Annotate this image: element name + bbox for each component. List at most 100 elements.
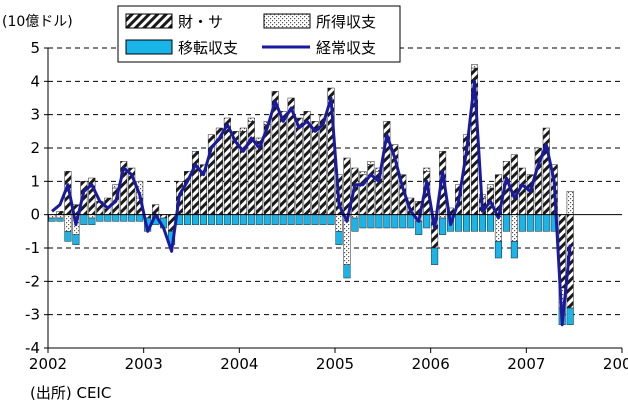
bar-transfers: [494, 241, 502, 259]
bar-transfers: [64, 231, 72, 242]
bar-income: [367, 161, 375, 165]
bar-transfers: [88, 217, 96, 225]
bar-transfers: [136, 214, 144, 222]
bar-transfers: [439, 217, 447, 235]
bar-transfers: [311, 214, 319, 225]
bar-transfers: [120, 214, 128, 222]
bar-transfers: [335, 231, 343, 245]
bar-goods: [367, 164, 375, 215]
bar-transfers: [128, 214, 136, 222]
x-tick-label: 2007: [507, 355, 545, 373]
bar-transfers: [327, 214, 335, 225]
bar-transfers: [415, 221, 423, 235]
bar-goods: [295, 117, 303, 215]
bar-transfers: [56, 217, 64, 222]
bar-transfers: [104, 214, 112, 222]
bar-transfers: [526, 214, 534, 232]
x-tick-label: 2005: [316, 355, 354, 373]
x-tick-label: 2003: [125, 355, 163, 373]
bar-transfers: [239, 214, 247, 225]
bar-transfers: [271, 214, 279, 225]
y-tick-label: 3: [30, 106, 40, 124]
y-tick-label: -2: [25, 272, 40, 290]
bar-transfers: [255, 214, 263, 225]
legend-label-income: 所得収支: [316, 13, 376, 31]
bar-income: [566, 191, 574, 215]
bar-transfers: [359, 214, 367, 229]
source-label: (出所) CEIC: [30, 384, 111, 402]
bar-transfers: [183, 214, 192, 225]
bar-transfers: [391, 214, 399, 229]
bars: [48, 64, 574, 325]
bar-transfers: [319, 214, 327, 225]
legend: 財・サ 所得収支 移転収支 経常収支: [117, 5, 401, 63]
bar-goods: [56, 211, 64, 215]
legend-label-transfers: 移転収支: [178, 39, 238, 57]
bar-transfers: [510, 241, 518, 259]
x-tick-label: 2004: [220, 355, 258, 373]
bar-transfers: [287, 214, 295, 225]
x-tick-labels: 2002 2003 2004 2005 2006 2007 2008: [29, 355, 628, 373]
y-tick-label: 5: [30, 39, 40, 57]
bar-transfers: [303, 214, 311, 225]
y-tick-label: 2: [30, 139, 40, 157]
bar-transfers: [423, 214, 431, 229]
bar-transfers: [502, 214, 510, 232]
unit-label: (10億ドル): [2, 14, 73, 30]
bar-income: [239, 127, 247, 132]
bar-transfers: [486, 214, 494, 232]
bar-transfers: [407, 214, 415, 229]
bar-transfers: [72, 234, 80, 245]
legend-label-goods: 財・サ: [178, 13, 223, 31]
bar-transfers: [199, 214, 207, 225]
current-account-line: [51, 79, 572, 327]
y-tick-label: 4: [30, 72, 40, 90]
bar-income: [486, 184, 494, 189]
bar-transfers: [96, 214, 104, 222]
x-tick-label: 2008: [603, 355, 628, 373]
bar-transfers: [455, 214, 463, 232]
bar-transfers: [343, 264, 351, 279]
legend-label-current: 経常収支: [316, 39, 376, 57]
bar-transfers: [112, 214, 120, 222]
y-tick-label: 0: [30, 206, 40, 224]
bar-income: [247, 117, 255, 122]
bar-goods: [303, 111, 311, 215]
bar-income: [335, 214, 343, 232]
legend-swatch-income: [263, 13, 311, 29]
bar-transfers: [263, 214, 271, 225]
bar-transfers: [48, 217, 56, 222]
legend-swatch-goods: [125, 13, 173, 29]
gridlines: [48, 47, 622, 316]
bar-transfers: [463, 214, 471, 232]
y-tick-label: -3: [25, 306, 40, 324]
bar-transfers: [231, 214, 239, 225]
bar-goods: [510, 154, 518, 215]
current-account-series-line: [51, 79, 572, 327]
bar-transfers: [247, 214, 255, 225]
bar-income: [470, 64, 479, 69]
axes: [44, 47, 623, 353]
y-tick-label: -1: [25, 239, 40, 257]
bar-transfers: [431, 247, 439, 265]
bar-income: [359, 171, 367, 175]
bar-transfers: [215, 214, 223, 225]
bar-transfers: [351, 217, 359, 232]
bar-transfers: [279, 214, 287, 225]
bar-goods: [311, 121, 319, 215]
bar-transfers: [80, 214, 88, 225]
bar-goods: [542, 127, 550, 215]
bar-transfers: [191, 214, 200, 225]
bar-transfers: [566, 307, 574, 325]
bar-transfers: [375, 214, 383, 229]
bar-goods: [263, 124, 271, 215]
y-tick-label: 1: [30, 172, 40, 190]
y-tick-labels: 5 4 3 2 1 0 -1 -2 -3 -4: [25, 39, 40, 357]
bar-transfers: [534, 214, 542, 232]
bar-goods: [319, 114, 327, 215]
bar-goods: [247, 121, 255, 215]
bar-transfers: [295, 214, 303, 225]
bar-transfers: [470, 214, 479, 232]
bar-goods: [191, 151, 200, 215]
